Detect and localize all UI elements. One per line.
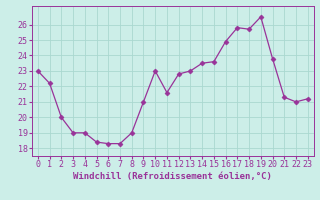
X-axis label: Windchill (Refroidissement éolien,°C): Windchill (Refroidissement éolien,°C) bbox=[73, 172, 272, 181]
